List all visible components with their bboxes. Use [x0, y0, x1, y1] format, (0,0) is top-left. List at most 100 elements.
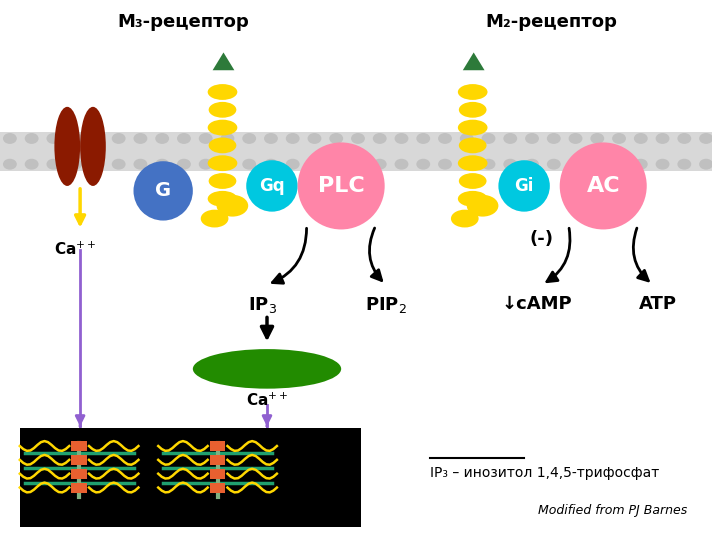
Ellipse shape — [156, 159, 169, 170]
Ellipse shape — [590, 133, 604, 144]
Ellipse shape — [286, 133, 300, 144]
Ellipse shape — [569, 159, 582, 170]
Ellipse shape — [90, 133, 104, 144]
Ellipse shape — [458, 120, 487, 136]
Ellipse shape — [482, 159, 495, 170]
Ellipse shape — [220, 159, 235, 170]
Bar — [71, 483, 87, 492]
Ellipse shape — [678, 159, 691, 170]
Ellipse shape — [242, 159, 256, 170]
Bar — [0, 132, 712, 171]
Ellipse shape — [3, 159, 17, 170]
Ellipse shape — [80, 107, 106, 186]
Ellipse shape — [460, 159, 474, 170]
Ellipse shape — [547, 133, 561, 144]
Text: ↓cAMP: ↓cAMP — [502, 295, 572, 313]
Ellipse shape — [217, 195, 248, 217]
Ellipse shape — [458, 84, 487, 100]
Ellipse shape — [264, 133, 278, 144]
Polygon shape — [212, 52, 235, 70]
Ellipse shape — [68, 159, 82, 170]
Ellipse shape — [207, 120, 238, 136]
Ellipse shape — [438, 133, 452, 144]
Ellipse shape — [503, 159, 517, 170]
Ellipse shape — [451, 210, 479, 227]
Ellipse shape — [209, 102, 236, 118]
Circle shape — [246, 160, 297, 212]
Ellipse shape — [156, 133, 169, 144]
Ellipse shape — [656, 159, 670, 170]
Ellipse shape — [416, 159, 430, 170]
Ellipse shape — [133, 133, 148, 144]
Bar — [210, 441, 225, 451]
Ellipse shape — [307, 159, 321, 170]
Ellipse shape — [416, 133, 430, 144]
Ellipse shape — [47, 133, 60, 144]
Text: (-): (-) — [530, 231, 554, 248]
Text: IP₃ – инозитол 1,4,5-трифосфат: IP₃ – инозитол 1,4,5-трифосфат — [430, 466, 660, 480]
Ellipse shape — [47, 159, 60, 170]
Ellipse shape — [264, 159, 278, 170]
Bar — [71, 455, 87, 465]
Ellipse shape — [634, 133, 648, 144]
Text: IP$_3$: IP$_3$ — [248, 295, 276, 315]
Text: PLC: PLC — [318, 176, 364, 196]
Ellipse shape — [242, 133, 256, 144]
Text: Gi: Gi — [514, 177, 534, 195]
Ellipse shape — [458, 156, 487, 171]
Ellipse shape — [699, 133, 713, 144]
Ellipse shape — [525, 133, 539, 144]
Ellipse shape — [133, 159, 148, 170]
Ellipse shape — [199, 159, 212, 170]
Circle shape — [133, 161, 193, 220]
Circle shape — [297, 143, 384, 230]
Ellipse shape — [373, 133, 387, 144]
Ellipse shape — [460, 133, 474, 144]
Ellipse shape — [438, 159, 452, 170]
Ellipse shape — [286, 159, 300, 170]
Bar — [210, 455, 225, 465]
Text: M₃-рецептор: M₃-рецептор — [117, 13, 249, 31]
Ellipse shape — [329, 133, 343, 144]
Ellipse shape — [482, 133, 495, 144]
Ellipse shape — [351, 159, 365, 170]
Text: G: G — [155, 181, 171, 200]
Ellipse shape — [199, 133, 212, 144]
Ellipse shape — [373, 159, 387, 170]
Ellipse shape — [351, 133, 365, 144]
Ellipse shape — [467, 195, 498, 217]
Bar — [71, 469, 87, 478]
Text: Ca$^{++}$: Ca$^{++}$ — [55, 240, 96, 258]
Ellipse shape — [612, 133, 626, 144]
Ellipse shape — [612, 159, 626, 170]
Ellipse shape — [68, 133, 82, 144]
Bar — [71, 441, 87, 451]
Text: M₂-рецептор: M₂-рецептор — [486, 13, 618, 31]
Ellipse shape — [307, 133, 321, 144]
Ellipse shape — [656, 133, 670, 144]
Ellipse shape — [459, 102, 487, 118]
Text: PIP$_2$: PIP$_2$ — [364, 295, 407, 315]
Ellipse shape — [220, 133, 235, 144]
Ellipse shape — [329, 159, 343, 170]
Ellipse shape — [177, 133, 191, 144]
Ellipse shape — [201, 210, 228, 227]
Bar — [210, 483, 225, 492]
Bar — [210, 469, 225, 478]
Ellipse shape — [90, 159, 104, 170]
Ellipse shape — [112, 159, 125, 170]
Ellipse shape — [547, 159, 561, 170]
Circle shape — [498, 160, 550, 212]
Ellipse shape — [525, 159, 539, 170]
Ellipse shape — [177, 159, 191, 170]
Ellipse shape — [395, 159, 408, 170]
Ellipse shape — [569, 133, 582, 144]
Text: ATP: ATP — [639, 295, 677, 313]
Ellipse shape — [207, 191, 238, 207]
Ellipse shape — [193, 349, 341, 389]
Ellipse shape — [459, 138, 487, 153]
Ellipse shape — [590, 159, 604, 170]
Circle shape — [559, 143, 647, 230]
Ellipse shape — [395, 133, 408, 144]
Ellipse shape — [112, 133, 125, 144]
